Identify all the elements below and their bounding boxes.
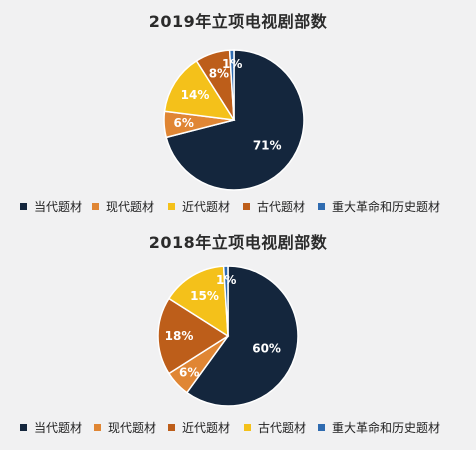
legend-item-2019-1: 当代题材 bbox=[20, 199, 82, 215]
pie-slice-2019-3 bbox=[163, 59, 236, 121]
legend-item-2018-1: 当代题材 bbox=[20, 420, 82, 436]
legend-swatch bbox=[94, 424, 101, 431]
legend-item-2019-4: 古代题材 bbox=[243, 199, 305, 215]
legend-label: 现代题材 bbox=[108, 421, 157, 435]
legend-item-2018-3: 近代题材 bbox=[168, 420, 230, 436]
legend-label: 古代题材 bbox=[257, 200, 306, 214]
legend-2019: 当代题材 现代题材 近代题材 古代题材 重大革命和历史题材 bbox=[0, 199, 476, 217]
legend-label: 当代题材 bbox=[34, 200, 83, 214]
legend-item-2019-2: 现代题材 bbox=[92, 199, 154, 215]
pie-label-2019-3: 14% bbox=[181, 88, 210, 102]
legend-label: 古代题材 bbox=[258, 421, 307, 435]
pie-slice-2018-4 bbox=[167, 265, 229, 338]
chart-title-2019: 2019年立项电视剧部数 bbox=[148, 12, 328, 31]
legend-swatch bbox=[168, 424, 175, 431]
legend-label: 近代题材 bbox=[182, 200, 231, 214]
pie-chart-2019: 71% 6% 14% 8%1% bbox=[163, 49, 305, 191]
legend-swatch bbox=[168, 203, 175, 210]
legend-swatch bbox=[20, 203, 27, 210]
pie-label-2018-2: 6% bbox=[179, 365, 199, 379]
pie-label-2019-2: 6% bbox=[174, 116, 194, 130]
legend-label: 重大革命和历史题材 bbox=[332, 421, 441, 435]
pie-label-2019-4: 8% bbox=[209, 66, 229, 80]
pie-slice-2019-5 bbox=[228, 49, 235, 121]
legend-item-2018-5: 重大革命和历史题材 bbox=[318, 420, 440, 436]
pie-label-2018-3: 18% bbox=[165, 329, 194, 343]
legend-item-2019-5: 重大革命和历史题材 bbox=[318, 199, 440, 215]
pie-slice-2018-3 bbox=[157, 297, 230, 375]
pie-slice-2018-1 bbox=[185, 265, 299, 407]
pie-label-2019-1: 71% bbox=[253, 139, 282, 153]
legend-swatch bbox=[20, 424, 27, 431]
legend-swatch bbox=[318, 424, 325, 431]
chart-title-2018: 2018年立项电视剧部数 bbox=[148, 233, 328, 252]
legend-item-2018-4: 古代题材 bbox=[244, 420, 306, 436]
legend-label: 现代题材 bbox=[106, 200, 155, 214]
pie-label-2019-5: 1% bbox=[222, 57, 242, 71]
legend-swatch bbox=[243, 203, 250, 210]
pie-chart-2018: 60% 6% 18% 15% 1% bbox=[157, 265, 299, 407]
pie-slice-2019-1 bbox=[165, 49, 305, 191]
legend-label: 近代题材 bbox=[182, 421, 231, 435]
legend-swatch bbox=[318, 203, 325, 210]
pie-slice-2018-5 bbox=[222, 265, 229, 337]
legend-swatch bbox=[244, 424, 251, 431]
legend-swatch bbox=[92, 203, 99, 210]
pie-label-2018-1: 60% bbox=[252, 342, 281, 356]
legend-label: 重大革命和历史题材 bbox=[332, 200, 441, 214]
legend-label: 当代题材 bbox=[34, 421, 83, 435]
legend-item-2018-2: 现代题材 bbox=[94, 420, 156, 436]
pie-label-2018-4: 15% bbox=[190, 289, 219, 303]
legend-2018: 当代题材 现代题材 近代题材 古代题材 重大革命和历史题材 bbox=[0, 420, 476, 438]
legend-item-2019-3: 近代题材 bbox=[168, 199, 230, 215]
pie-label-2018-5: 1% bbox=[216, 273, 236, 287]
